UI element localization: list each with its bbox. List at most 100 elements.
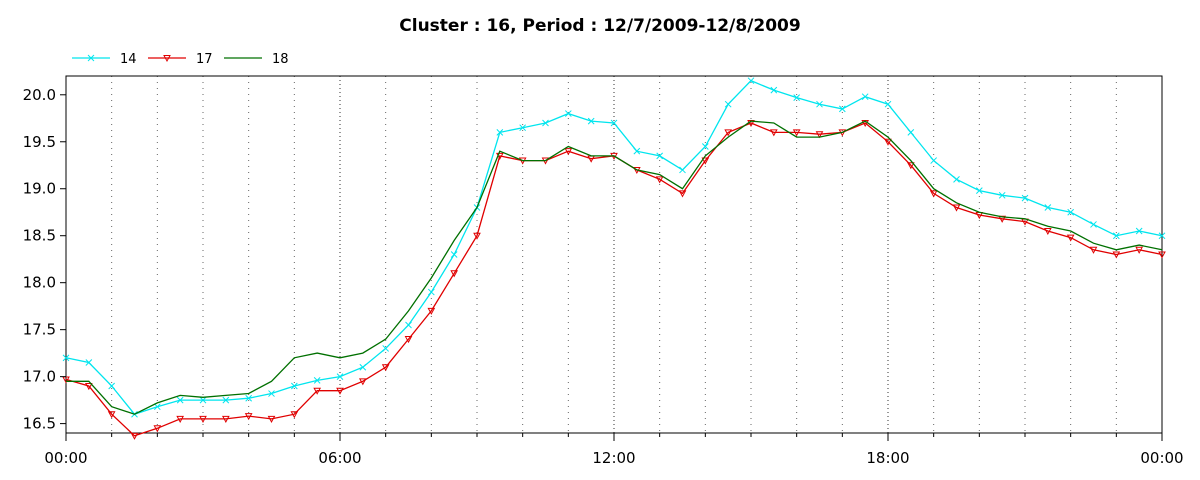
triangle-down-marker	[163, 55, 171, 63]
x-marker	[747, 77, 755, 85]
triangle-down-marker	[427, 307, 436, 315]
x-marker-stroke	[62, 354, 70, 362]
x-marker-stroke	[1158, 232, 1166, 240]
triangle-down-marker	[130, 432, 139, 440]
x-marker-stroke	[222, 396, 230, 404]
x-marker-stroke	[770, 86, 778, 94]
x-marker	[1021, 194, 1029, 202]
x-marker-stroke	[1067, 208, 1075, 216]
x-marker	[564, 110, 572, 117]
x-marker	[1067, 208, 1075, 216]
triangle-down-marker	[564, 148, 573, 156]
x-marker-stroke	[838, 105, 846, 113]
x-marker	[587, 117, 595, 125]
x-marker	[998, 191, 1006, 199]
triangle-down-marker	[244, 413, 253, 421]
x-marker	[838, 105, 846, 113]
triangle-down-marker	[815, 131, 824, 139]
x-marker	[953, 175, 960, 183]
x-marker-stroke	[87, 54, 95, 62]
x-marker	[610, 119, 618, 127]
x-marker-stroke	[816, 100, 823, 108]
x-marker-stroke	[998, 191, 1006, 199]
x-marker	[62, 354, 70, 362]
x-marker-stroke	[450, 251, 458, 258]
x-marker	[87, 54, 95, 62]
x-marker	[382, 345, 390, 352]
x-tick-label: 18:00	[866, 449, 909, 467]
triangle-down-marker	[769, 129, 778, 137]
triangle-down-marker	[381, 364, 390, 372]
x-marker	[496, 129, 504, 136]
axes: 00:00 06:00 12:00 18:00 00:00 16.5 17.0 17.5 18.…	[23, 86, 1184, 467]
legend-label: 17	[196, 52, 213, 67]
series-line	[66, 120, 1163, 415]
x-marker-stroke	[359, 363, 367, 371]
x-marker	[701, 143, 709, 150]
legend-label: 14	[120, 52, 137, 67]
series-markers	[62, 77, 1166, 418]
x-marker	[268, 390, 275, 397]
x-marker	[656, 152, 664, 160]
x-marker	[336, 373, 344, 380]
triangle-down-marker	[678, 190, 687, 198]
triangle-down-marker	[404, 336, 413, 344]
triangle-down-marker	[84, 383, 93, 391]
x-marker-stroke	[405, 321, 412, 329]
plot-frame	[65, 75, 1163, 434]
triangle-down-marker	[267, 415, 276, 423]
triangle-down-marker	[450, 270, 459, 278]
triangle-down-marker	[724, 129, 733, 137]
x-marker-stroke	[587, 117, 595, 125]
x-marker	[1044, 204, 1052, 211]
x-marker-stroke	[290, 382, 298, 390]
chart-title: Cluster : 16, Period : 12/7/2009-12/8/20…	[399, 16, 800, 36]
x-marker	[679, 166, 686, 174]
x-marker	[1135, 227, 1143, 235]
legend: 14 17 18	[72, 52, 289, 67]
x-marker-stroke	[382, 345, 390, 352]
legend-item: 14	[72, 52, 137, 67]
x-marker-stroke	[679, 166, 686, 174]
x-marker	[1158, 232, 1166, 240]
x-marker-stroke	[427, 288, 435, 296]
x-marker-stroke	[1135, 227, 1143, 235]
x-marker	[907, 129, 915, 136]
y-tick-label: 20.0	[23, 86, 56, 104]
triangle-down-marker	[221, 415, 230, 423]
y-tick-label: 16.5	[23, 415, 56, 433]
x-marker	[153, 403, 161, 411]
x-marker	[633, 147, 641, 155]
legend-item: 18	[224, 52, 289, 67]
triangle-down-marker	[473, 232, 481, 240]
x-marker-stroke	[656, 152, 664, 160]
x-marker	[199, 396, 207, 404]
x-marker	[245, 394, 253, 402]
grid	[111, 76, 1117, 433]
x-marker-stroke	[153, 403, 161, 411]
x-marker-stroke	[610, 119, 618, 127]
y-tick-label: 18.5	[23, 227, 56, 245]
triangle-down-marker	[655, 176, 664, 184]
x-tick-label: 06:00	[318, 449, 361, 467]
triangle-down-marker	[701, 157, 710, 165]
x-marker-stroke	[975, 187, 983, 194]
triangle-down-marker	[290, 411, 299, 419]
triangle-down-marker	[1158, 251, 1166, 259]
x-marker-stroke	[542, 119, 549, 127]
legend-item: 17	[148, 52, 213, 67]
x-tick-label: 12:00	[592, 449, 635, 467]
y-tick-label: 17.5	[23, 321, 56, 339]
y-tick-label: 17.0	[23, 368, 56, 386]
x-marker-stroke	[336, 373, 344, 380]
x-tick-label: 00:00	[1140, 449, 1183, 467]
triangle-down-marker	[1066, 234, 1075, 242]
x-marker-stroke	[176, 396, 184, 404]
triangle-down-marker	[929, 190, 938, 198]
triangle-down-marker	[1089, 246, 1098, 254]
x-marker	[861, 93, 869, 101]
x-marker	[1112, 232, 1120, 240]
x-marker-stroke	[564, 110, 572, 117]
x-marker-stroke	[1090, 221, 1097, 228]
